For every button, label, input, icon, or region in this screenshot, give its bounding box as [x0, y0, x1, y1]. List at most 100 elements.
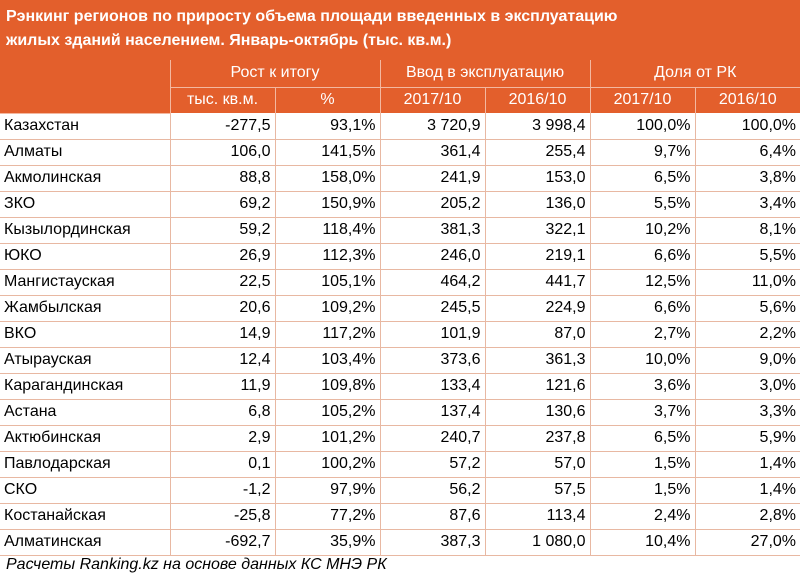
- value-cell: 322,1: [485, 217, 591, 244]
- subheader-cell: тыс. кв.м.: [170, 87, 276, 113]
- value-cell: 97,9%: [275, 477, 381, 504]
- value-cell: 105,1%: [275, 269, 381, 296]
- table-body: Казахстан -277,5 93,1% 3 720,9 3 998,4 100,0%…: [0, 113, 800, 556]
- value-cell: 26,9: [170, 243, 276, 270]
- region-name-cell: Актюбинская: [0, 425, 171, 452]
- value-cell: 109,8%: [275, 373, 381, 400]
- value-cell: 0,1: [170, 451, 276, 478]
- value-cell: 6,6%: [590, 295, 696, 322]
- value-cell: 6,5%: [590, 425, 696, 452]
- region-name-cell: ВКО: [0, 321, 171, 348]
- table-row: Павлодарская 0,1 100,2% 57,2 57,0 1,5% 1,4%: [0, 451, 800, 478]
- value-cell: 118,4%: [275, 217, 381, 244]
- subheader-cell: 2017/10: [380, 87, 486, 113]
- table-row: ЗКО 69,2 150,9% 205,2 136,0 5,5% 3,4%: [0, 191, 800, 218]
- region-name-cell: ЮКО: [0, 243, 171, 270]
- table-title: Рэнкинг регионов по приросту объема площ…: [0, 0, 800, 60]
- value-cell: 3 720,9: [380, 113, 486, 140]
- table-row: Карагандинская 11,9 109,8% 133,4 121,6 3,6% 3,…: [0, 373, 800, 400]
- value-cell: 2,9: [170, 425, 276, 452]
- value-cell: 6,5%: [590, 165, 696, 192]
- value-cell: 387,3: [380, 529, 486, 556]
- value-cell: 103,4%: [275, 347, 381, 374]
- value-cell: 361,4: [380, 139, 486, 166]
- value-cell: 57,0: [485, 451, 591, 478]
- value-cell: 246,0: [380, 243, 486, 270]
- value-cell: 1,4%: [695, 477, 800, 504]
- value-cell: 22,5: [170, 269, 276, 296]
- value-cell: 12,5%: [590, 269, 696, 296]
- header-group-row: Рост к итогу Ввод в эксплуатацию Доля от…: [0, 60, 800, 114]
- region-name-cell: Атырауская: [0, 347, 171, 374]
- table-row: Атырауская 12,4 103,4% 373,6 361,3 10,0% 9,0%: [0, 347, 800, 374]
- table-row: Мангистауская 22,5 105,1% 464,2 441,7 12,5% 11…: [0, 269, 800, 296]
- value-cell: 6,8: [170, 399, 276, 426]
- value-cell: -25,8: [170, 503, 276, 530]
- value-cell: 219,1: [485, 243, 591, 270]
- value-cell: 136,0: [485, 191, 591, 218]
- value-cell: 3 998,4: [485, 113, 591, 140]
- region-name-cell: Казахстан: [0, 113, 171, 140]
- value-cell: 153,0: [485, 165, 591, 192]
- value-cell: 88,8: [170, 165, 276, 192]
- value-cell: 137,4: [380, 399, 486, 426]
- group-header-growth: Рост к итогу: [170, 60, 381, 88]
- value-cell: 11,9: [170, 373, 276, 400]
- value-cell: 100,2%: [275, 451, 381, 478]
- region-name-cell: Жамбылская: [0, 295, 171, 322]
- subheader-cell: 2016/10: [485, 87, 591, 113]
- value-cell: 35,9%: [275, 529, 381, 556]
- value-cell: 3,8%: [695, 165, 800, 192]
- value-cell: 117,2%: [275, 321, 381, 348]
- value-cell: 441,7: [485, 269, 591, 296]
- value-cell: 100,0%: [590, 113, 696, 140]
- value-cell: 381,3: [380, 217, 486, 244]
- table-row: ВКО 14,9 117,2% 101,9 87,0 2,7% 2,2%: [0, 321, 800, 348]
- value-cell: 130,6: [485, 399, 591, 426]
- value-cell: 3,3%: [695, 399, 800, 426]
- region-name-cell: Павлодарская: [0, 451, 171, 478]
- value-cell: 87,0: [485, 321, 591, 348]
- value-cell: 141,5%: [275, 139, 381, 166]
- value-cell: 10,2%: [590, 217, 696, 244]
- value-cell: 5,5%: [590, 191, 696, 218]
- table-row: Кызылординская 59,2 118,4% 381,3 322,1 10,2% 8…: [0, 217, 800, 244]
- title-line-1: Рэнкинг регионов по приросту объема площ…: [6, 8, 618, 25]
- value-cell: 9,0%: [695, 347, 800, 374]
- table-row: ЮКО 26,9 112,3% 246,0 219,1 6,6% 5,5%: [0, 243, 800, 270]
- value-cell: 87,6: [380, 503, 486, 530]
- value-cell: 20,6: [170, 295, 276, 322]
- region-name-cell: Костанайская: [0, 503, 171, 530]
- value-cell: 8,1%: [695, 217, 800, 244]
- table-row: Алматы 106,0 141,5% 361,4 255,4 9,7% 6,4%: [0, 139, 800, 166]
- value-cell: 240,7: [380, 425, 486, 452]
- value-cell: 158,0%: [275, 165, 381, 192]
- value-cell: 93,1%: [275, 113, 381, 140]
- data-table: Рост к итогу Ввод в эксплуатацию Доля от…: [0, 60, 800, 556]
- group-header-share: Доля от РК: [590, 60, 800, 88]
- value-cell: 3,6%: [590, 373, 696, 400]
- value-cell: 69,2: [170, 191, 276, 218]
- value-cell: 14,9: [170, 321, 276, 348]
- value-cell: 1 080,0: [485, 529, 591, 556]
- value-cell: 5,5%: [695, 243, 800, 270]
- value-cell: 237,8: [485, 425, 591, 452]
- subheader-cell: 2016/10: [695, 87, 800, 113]
- title-line-2: жилых зданий населением. Январь-октябрь …: [6, 32, 452, 49]
- value-cell: 224,9: [485, 295, 591, 322]
- value-cell: 113,4: [485, 503, 591, 530]
- value-cell: 1,4%: [695, 451, 800, 478]
- value-cell: 6,4%: [695, 139, 800, 166]
- region-name-cell: Карагандинская: [0, 373, 171, 400]
- region-name-cell: ЗКО: [0, 191, 171, 218]
- value-cell: 101,9: [380, 321, 486, 348]
- table-row: Жамбылская 20,6 109,2% 245,5 224,9 6,6% 5,6%: [0, 295, 800, 322]
- value-cell: 3,4%: [695, 191, 800, 218]
- value-cell: 2,8%: [695, 503, 800, 530]
- value-cell: 105,2%: [275, 399, 381, 426]
- value-cell: 112,3%: [275, 243, 381, 270]
- region-name-cell: Астана: [0, 399, 171, 426]
- value-cell: 150,9%: [275, 191, 381, 218]
- value-cell: 11,0%: [695, 269, 800, 296]
- value-cell: -1,2: [170, 477, 276, 504]
